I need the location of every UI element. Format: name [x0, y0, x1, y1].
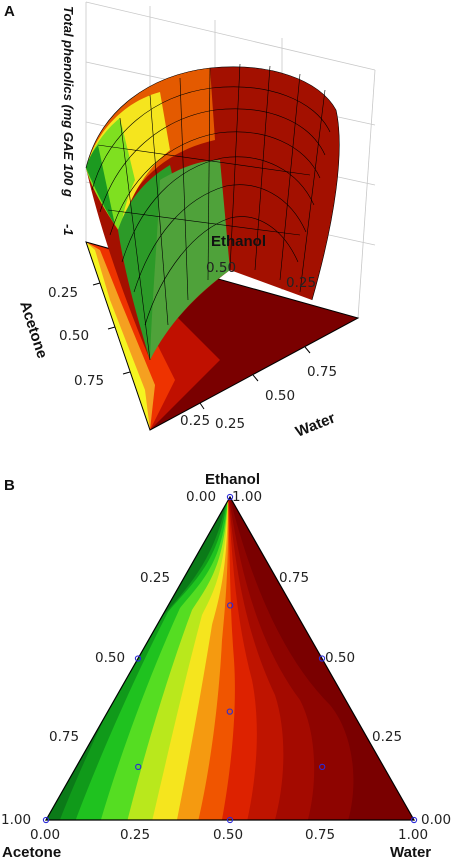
panel-b-acetone-title: Acetone [2, 844, 61, 861]
panel-b-water-title: Water [390, 844, 431, 861]
panel-b-left-tick: 0.00 [186, 489, 216, 505]
design-point [134, 655, 142, 662]
panel-a-surface [86, 66, 340, 360]
panel-a-water-title: Water [293, 409, 338, 440]
panel-b-bottom-tick: 0.50 [213, 827, 243, 843]
panel-a-surface-mesh [85, 63, 340, 361]
panel-b-left-tick: 1.00 [1, 812, 31, 828]
design-point [227, 602, 234, 609]
panel-b-right-tick: 0.50 [325, 650, 355, 666]
panel-a-acetone-title: Acetone [16, 299, 50, 361]
panel-a-water-tick: 0.25 [215, 416, 245, 432]
panel-a-water-tick: 0.25 [180, 413, 210, 429]
design-point [319, 763, 326, 771]
panel-b-bottom-tick: 0.25 [120, 827, 150, 843]
panel-a-label: A [4, 3, 15, 20]
design-point [42, 816, 50, 824]
design-point [318, 655, 326, 662]
panel-a-ethanol-tick: 0.50 [206, 260, 236, 276]
z-axis-title: Total phenolics (mg GAE 100 g [61, 6, 76, 197]
panel-a-acetone-tick: 0.50 [59, 328, 89, 344]
panel-b-ethanol-title: Ethanol [205, 471, 260, 488]
panel-a: A [4, 1, 376, 441]
panel-b-bottom-tick: 0.75 [305, 827, 335, 843]
panel-b-right-tick: 1.00 [232, 489, 262, 505]
panel-b-triangle-outline [44, 495, 416, 821]
panel-b-design-points [42, 493, 418, 824]
panel-a-water-tick: 0.75 [307, 364, 337, 380]
panel-b-left-tick: 0.50 [95, 650, 125, 666]
panel-b-left-tick: 0.75 [49, 729, 79, 745]
panel-a-ethanol-title: Ethanol [211, 233, 266, 250]
design-point [410, 816, 418, 824]
panel-b-right-tick: 0.75 [279, 570, 309, 586]
panel-b-right-tick: 0.00 [421, 812, 451, 828]
panel-a-acetone-tick: 0.25 [48, 285, 78, 301]
z-axis-title-suffix: -1 [61, 224, 76, 236]
panel-a-ethanol-tick: 0.25 [286, 275, 316, 291]
panel-a-acetone-tick: 0.75 [74, 373, 104, 389]
design-point [135, 763, 142, 771]
panel-a-water-title-wrap: Water [293, 409, 338, 440]
panel-b-bottom-tick: 0.00 [30, 827, 60, 843]
panel-b: B Ethanol 1.00 0.75 0.50 0.25 0.00 1. [1, 471, 451, 861]
panel-b-bottom-tick: 1.00 [398, 827, 428, 843]
design-point [226, 708, 233, 715]
panel-a-acetone-title-wrap: Acetone [16, 299, 50, 361]
panel-b-label: B [4, 477, 15, 494]
panel-a-z-axis-title: Total phenolics (mg GAE 100 g -1 [61, 6, 76, 236]
panel-a-water-tick: 0.50 [265, 388, 295, 404]
panel-a-floor-outline [85, 241, 360, 431]
panel-b-right-tick: 0.25 [372, 729, 402, 745]
panel-a-base-ticks [92, 282, 311, 410]
panel-b-left-tick: 0.25 [140, 570, 170, 586]
design-point [226, 816, 234, 824]
design-point [226, 493, 234, 501]
